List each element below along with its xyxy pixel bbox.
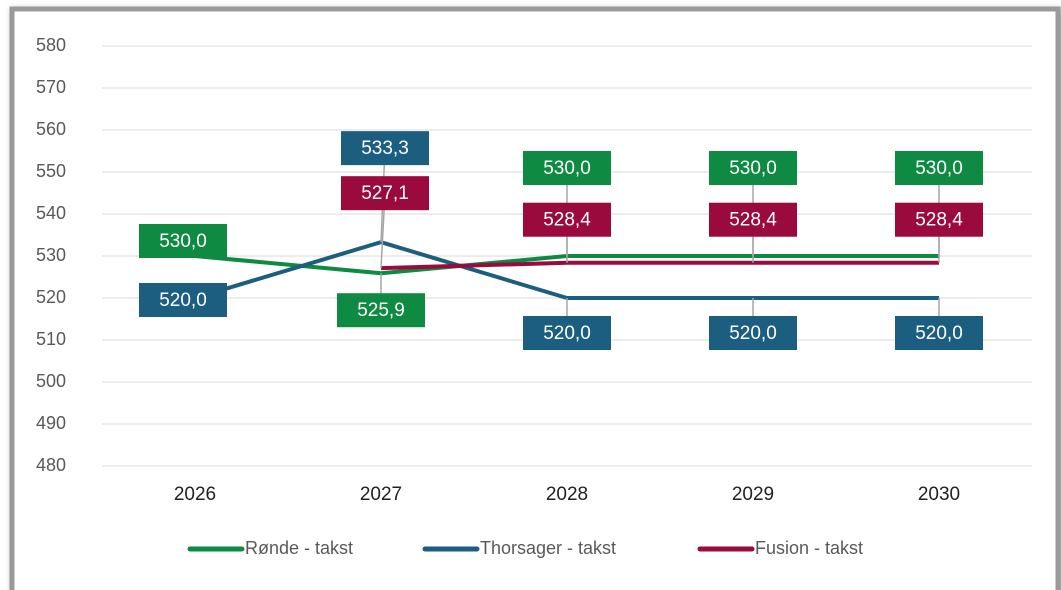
y-tick-label: 540 <box>36 203 66 223</box>
value-label-box <box>709 316 797 350</box>
y-tick-label: 550 <box>36 161 66 181</box>
value-label: 528,4 <box>543 210 591 231</box>
value-label-box <box>895 151 983 185</box>
value-label: 530,0 <box>159 231 207 252</box>
y-tick-label: 570 <box>36 77 66 97</box>
value-label-box <box>523 316 611 350</box>
y-tick-label: 510 <box>36 329 66 349</box>
value-label-box <box>341 176 429 211</box>
value-label-box <box>523 202 611 237</box>
y-tick-label: 500 <box>36 371 66 391</box>
x-tick-label: 2029 <box>732 484 774 505</box>
value-label: 527,1 <box>361 183 409 204</box>
x-tick-label: 2030 <box>918 484 960 505</box>
value-label: 530,0 <box>729 158 777 179</box>
x-tick-label: 2028 <box>546 484 588 505</box>
x-tick-label: 2027 <box>360 484 402 505</box>
value-label-box <box>523 151 611 185</box>
value-label: 530,0 <box>543 158 591 179</box>
y-tick-label: 490 <box>36 413 66 433</box>
value-label-box <box>139 283 227 317</box>
value-label-box <box>139 224 227 258</box>
value-label: 520,0 <box>159 290 207 311</box>
legend-label: Fusion - takst <box>755 538 863 558</box>
series-line <box>380 260 939 271</box>
value-label-box <box>341 131 429 166</box>
value-label-box <box>709 202 797 237</box>
y-tick-label: 480 <box>36 455 66 475</box>
value-label: 533,3 <box>361 138 409 159</box>
y-tick-label: 560 <box>36 119 66 139</box>
y-tick-label: 530 <box>36 245 66 265</box>
legend-label: Thorsager - takst <box>480 538 616 558</box>
y-tick-label: 520 <box>36 287 66 307</box>
value-label: 520,0 <box>543 323 591 344</box>
value-label: 528,4 <box>729 210 777 231</box>
value-label-box <box>895 202 983 237</box>
value-label: 530,0 <box>915 158 963 179</box>
value-label: 525,9 <box>357 300 405 321</box>
value-label: 520,0 <box>729 323 777 344</box>
value-label-box <box>337 293 425 328</box>
value-label: 528,4 <box>915 210 963 231</box>
value-label-box <box>895 316 983 350</box>
value-label: 520,0 <box>915 323 963 344</box>
legend-label: Rønde - takst <box>245 538 353 558</box>
value-label-box <box>709 151 797 185</box>
x-tick-label: 2026 <box>174 484 216 505</box>
y-tick-label: 580 <box>36 35 66 55</box>
